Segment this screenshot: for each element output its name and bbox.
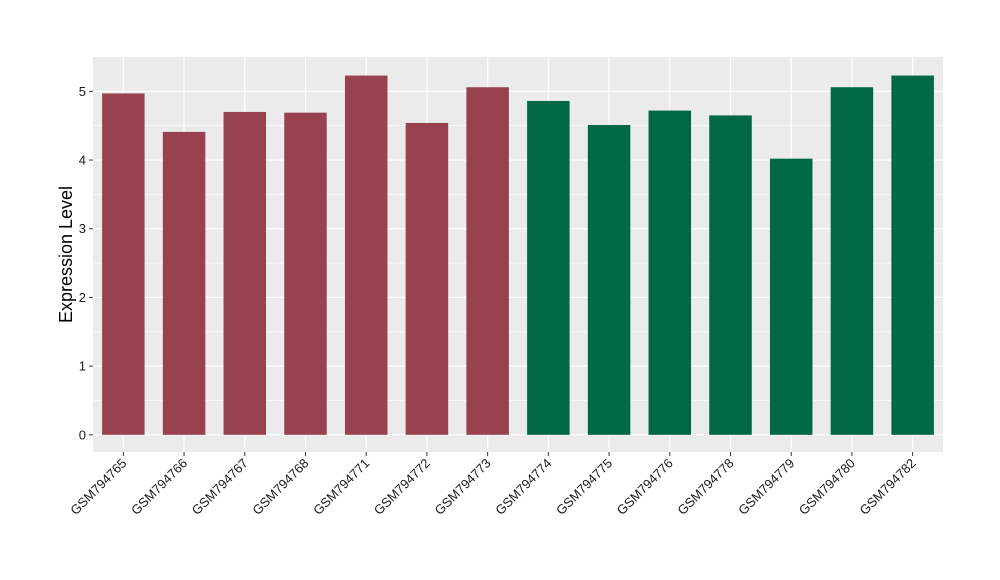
plot-panel [93,57,943,452]
bar-GSM794779 [769,158,813,435]
x-tick-label: GSM794779 [735,456,797,518]
bar-GSM794776 [648,110,692,435]
x-tick-label: GSM794765 [67,456,129,518]
x-tick-label: GSM794768 [249,456,311,518]
y-tick-label: 4 [79,153,86,168]
x-tick-label: GSM794772 [371,456,433,518]
bar-GSM794775 [587,125,631,435]
bar-GSM794782 [891,75,934,435]
x-axis: GSM794765GSM794766GSM794767GSM794768GSM7… [67,452,919,518]
bar-GSM794768 [284,112,327,435]
y-axis: 0 1 2 3 4 5 [79,84,93,442]
bars [102,75,934,435]
bar-GSM794766 [162,131,206,435]
bar-GSM794771 [344,75,388,435]
bar-GSM794778 [709,115,752,435]
x-tick-label: GSM794782 [857,456,919,518]
bar-GSM794773 [466,87,509,435]
x-tick-label: GSM794773 [432,456,494,518]
x-tick-label: GSM794774 [492,456,554,518]
y-tick-label: 3 [79,221,86,236]
x-tick-label: GSM794778 [674,456,736,518]
y-axis-title: Expression Level [56,186,76,323]
x-tick-label: GSM794775 [553,456,615,518]
x-tick-label: GSM794771 [310,456,372,518]
x-tick-label: GSM794776 [614,456,676,518]
bar-GSM794772 [405,122,449,435]
bar-GSM794774 [527,100,570,435]
bar-GSM794765 [102,93,145,435]
bar-GSM794780 [830,87,874,435]
x-tick-label: GSM794767 [189,456,251,518]
y-tick-label: 1 [79,359,86,374]
bar-GSM794767 [223,111,267,435]
x-tick-label: GSM794766 [128,456,190,518]
x-tick-label: GSM794780 [796,456,858,518]
y-tick-label: 5 [79,84,86,99]
y-tick-label: 2 [79,290,86,305]
y-tick-label: 0 [79,427,86,442]
